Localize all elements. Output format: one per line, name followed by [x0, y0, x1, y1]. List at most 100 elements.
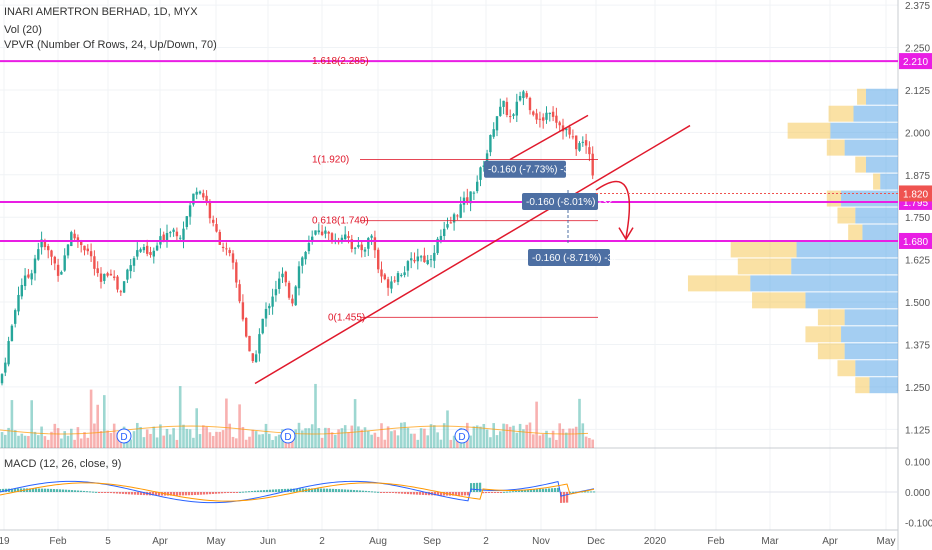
macd-hist-139: [416, 492, 419, 495]
macd-hist-169: [506, 491, 509, 493]
candle-body-81: [268, 305, 271, 309]
volume-bar-62: [205, 426, 208, 448]
volume-bar-135: [446, 410, 449, 448]
vpvr-down-15: [817, 343, 845, 360]
candle-body-35: [116, 276, 119, 290]
volume-bar-1: [4, 434, 7, 448]
candle-body-79: [261, 318, 264, 334]
macd-hist-153: [458, 492, 461, 496]
volume-bar-154: [508, 426, 512, 448]
candle-body-44: [146, 245, 149, 254]
macd-hist-170: [509, 491, 512, 493]
volume-bar-8: [27, 435, 30, 448]
candle-body-165: [545, 112, 548, 120]
time-tick-2: 5: [105, 536, 111, 547]
candle-body-31: [103, 273, 106, 281]
time-tick-10: Nov: [532, 536, 550, 547]
macd-hist-126: [377, 491, 380, 493]
macd-hist-6: [17, 488, 20, 492]
vpvr-up-7: [855, 207, 898, 224]
macd-tick-1: 0.000: [905, 488, 930, 499]
vpvr-down-17: [855, 377, 870, 394]
candle-body-21: [70, 232, 73, 247]
drawn-lines[interactable]: 1.618(2.285) 1(1.920) 0.618(1.740) 0(1.455)…: [0, 56, 898, 385]
candle-body-133: [439, 235, 443, 241]
candle-body-111: [367, 238, 370, 249]
volume-bar-176: [581, 423, 585, 448]
candle-body-146: [482, 165, 485, 168]
candle-body-71: [235, 262, 238, 283]
time-tick-3: Apr: [152, 536, 168, 547]
macd-hist-29: [86, 491, 89, 493]
macd-hist-158: [473, 482, 476, 492]
volume-bar-77: [254, 431, 258, 448]
macd-hist-94: [281, 489, 284, 492]
volume-bar-111: [367, 430, 370, 448]
macd-hist-93: [278, 489, 281, 492]
chart-title[interactable]: INARI AMERTRON BERHAD, 1D, MYX: [4, 6, 198, 18]
macd-hist-44: [131, 492, 134, 495]
volume-bar-44: [145, 429, 149, 448]
vpvr-indicator-label[interactable]: VPVR (Number Of Rows, 24, Up/Down, 70): [4, 39, 217, 51]
vpvr-down-10: [737, 258, 792, 275]
macd-hist-43: [128, 492, 131, 495]
volume-bar-178: [588, 438, 591, 448]
candle-body-59: [195, 191, 198, 195]
candle-body-150: [495, 116, 499, 131]
macd-hist-80: [239, 491, 242, 493]
volume-bar-15: [50, 431, 53, 448]
volume-indicator-label[interactable]: Vol (20): [4, 24, 42, 36]
volume-bar-22: [73, 439, 76, 448]
price-badge-label-0: 2.210: [903, 57, 928, 68]
candle-body-12: [40, 239, 43, 248]
macd-hist-106: [317, 488, 320, 492]
macd-hist-174: [521, 490, 524, 492]
macd-hist-21: [62, 489, 65, 492]
volume-bar-23: [76, 427, 80, 448]
volume-bar-177: [584, 436, 588, 448]
macd-hist-131: [392, 492, 395, 494]
candle-body-174: [575, 135, 578, 150]
volume-bar-170: [561, 428, 565, 448]
volume-bar-19: [63, 431, 66, 448]
price-tick-0: 2.375: [905, 1, 930, 12]
macd-hist-46: [137, 492, 140, 495]
macd-hist-14: [41, 488, 44, 492]
candle-body-17: [56, 264, 60, 276]
macd-hist-17: [50, 488, 53, 492]
volume-bar-129: [426, 435, 429, 448]
vpvr-down-8: [848, 224, 863, 241]
candle-body-136: [449, 222, 452, 224]
candle-body-138: [456, 215, 459, 217]
price-tick-1: 2.250: [905, 44, 930, 55]
vpvr-up-13: [844, 309, 898, 326]
volume-bar-59: [195, 408, 198, 448]
macd-hist-91: [272, 489, 275, 492]
volume-bar-47: [155, 437, 159, 448]
candle-body-73: [241, 302, 245, 320]
candle-body-72: [238, 284, 241, 302]
volume-bar-6: [20, 433, 24, 448]
macd-hist-128: [383, 492, 386, 493]
volume-bar-33: [109, 432, 113, 448]
volume-bar-153: [505, 424, 509, 448]
volume-bar-179: [591, 439, 594, 448]
volume-bar-98: [324, 427, 327, 448]
volume-bar-78: [258, 434, 261, 448]
candle-body-40: [132, 258, 136, 266]
volume-bar-175: [578, 398, 581, 448]
time-tick-1: Feb: [49, 536, 67, 547]
volume-bar-88: [291, 438, 294, 448]
dividend-label-1: D: [284, 432, 291, 443]
candle-body-24: [80, 240, 83, 245]
macd-hist-186: [557, 487, 560, 492]
dividend-marker-0: D: [116, 428, 132, 444]
candle-body-2: [7, 341, 10, 365]
macd-indicator-label[interactable]: MACD (12, 26, close, 9): [4, 458, 122, 470]
trendline-1: [509, 114, 589, 161]
volume-bar-100: [330, 432, 334, 448]
macd-hist-135: [404, 492, 407, 494]
macd-hist-57: [170, 492, 173, 496]
